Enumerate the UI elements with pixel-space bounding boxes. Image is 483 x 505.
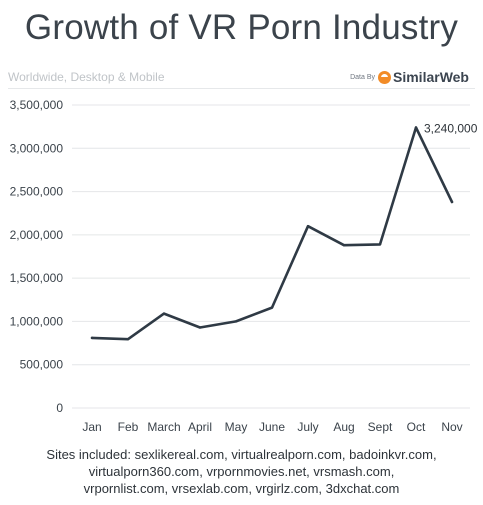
brand-name: SimilarWeb (393, 69, 469, 85)
data-by-label: Data By (350, 73, 375, 81)
data-point (90, 336, 94, 340)
data-point (198, 326, 202, 329)
y-tick-label: 0 (56, 401, 63, 415)
data-source-credit: Data By SimilarWeb (350, 69, 469, 85)
y-tick-label: 1,500,000 (10, 271, 64, 285)
header-divider (8, 88, 475, 89)
data-point (306, 225, 310, 228)
data-point (414, 126, 418, 129)
x-tick-label: March (147, 420, 180, 434)
line-chart: 0 500,000 1,000,000 1,500,000 2,000,000 2,500… (10, 98, 478, 434)
y-tick-label: 3,500,000 (10, 98, 64, 112)
data-point (126, 337, 130, 341)
y-tick-label: 2,500,000 (10, 185, 64, 199)
footer-line-3: vrpornlist.com, vrsexlab.com, vrgirlz.co… (83, 481, 400, 496)
x-tick-label: July (297, 420, 318, 434)
y-tick-label: 2,000,000 (10, 228, 64, 242)
x-tick-label: Aug (333, 420, 354, 434)
x-tick-label: Feb (118, 420, 139, 434)
x-tick-label: May (225, 420, 248, 434)
x-tick-label: Nov (441, 420, 462, 434)
data-point (450, 200, 454, 204)
footer-note: Sites included: sexlikereal.com, virtual… (0, 446, 483, 497)
data-label-peak: 3,240,000 (424, 122, 478, 136)
x-tick-label: Sept (368, 420, 393, 434)
similarweb-logo-icon (378, 70, 391, 84)
y-tick-label: 3,000,000 (10, 141, 64, 155)
x-tick-label: April (188, 420, 212, 434)
data-point (234, 320, 238, 323)
y-tick-label: 1,000,000 (10, 314, 64, 328)
data-point (162, 312, 166, 315)
data-point (378, 243, 382, 246)
footer-line-2: virtualporn360.com, vrpornmovies.net, vr… (88, 464, 395, 479)
chart-title: Growth of VR Porn Industry (24, 8, 459, 47)
chart-subtitle: Worldwide, Desktop & Mobile (8, 70, 165, 84)
x-tick-label: Jan (82, 420, 101, 434)
x-tick-label: June (259, 420, 285, 434)
x-tick-label: Oct (407, 420, 426, 434)
footer-line-1: Sites included: sexlikereal.com, virtual… (46, 447, 437, 462)
data-point (270, 306, 274, 309)
data-point (342, 244, 346, 247)
y-tick-label: 500,000 (20, 358, 64, 372)
